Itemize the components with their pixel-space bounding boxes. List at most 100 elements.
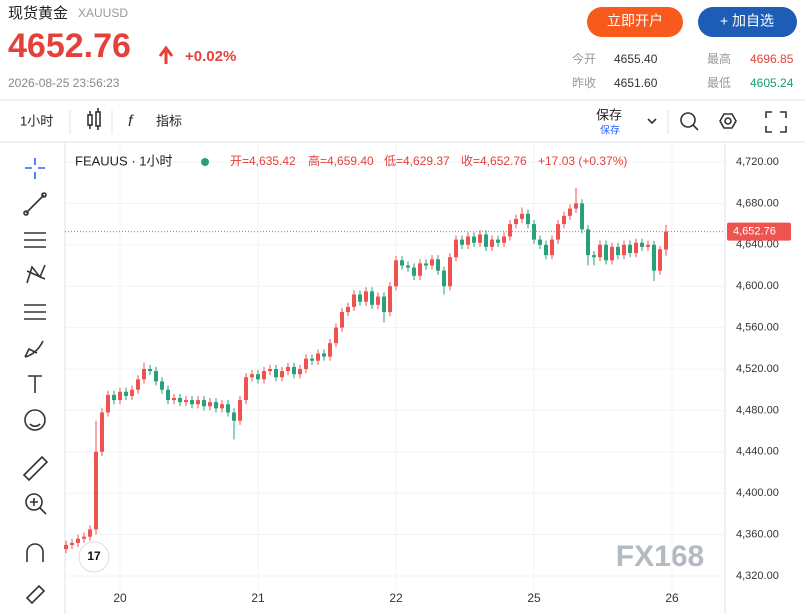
candle-body [82,536,86,539]
fullscreen-icon[interactable] [765,111,787,133]
open-account-label[interactable]: 立即开户 [607,13,663,29]
candle-body [298,369,302,375]
candle-body [136,379,140,390]
candle-body [442,270,446,287]
candle-body [118,391,122,401]
candle-body [244,377,248,401]
candle-body [328,343,332,357]
stat-value: 4696.85 [750,52,794,66]
ohlc-readout: 高=4,659.40 [308,153,374,168]
candle-body [544,244,548,256]
candle-body [514,218,518,225]
candle-body [352,294,356,307]
candle-body [496,239,500,243]
chevron[interactable] [647,118,657,125]
x-tick-label: 22 [389,591,403,605]
up-arrow [158,45,174,64]
candle-body [448,257,452,287]
candle-body [430,259,434,266]
candle-body [130,389,134,396]
candle-body [346,306,350,313]
candle-body [220,404,224,409]
candle-body [646,244,650,247]
candle-body [310,358,314,361]
ohlc-readout: 低=4,629.37 [384,154,450,168]
drawing-tools[interactable] [22,158,49,605]
save-sub: 保存 [600,124,620,137]
candle-body [256,374,260,380]
candle-body [490,239,494,247]
y-tick-label: 4,640.00 [736,239,779,251]
fx-icon[interactable]: f [128,113,134,130]
candle-body [274,369,278,378]
candle-body [148,369,152,372]
candle-body [142,369,146,380]
interval[interactable]: 1小时 [20,113,53,128]
candle-body [508,224,512,237]
candle-body [652,244,656,271]
candle-body [592,255,596,258]
candle-body [460,239,464,245]
chart-title: FEAUUS · 1小时 [75,153,173,168]
y-tick-label: 4,320.00 [736,570,779,582]
candle-body [76,538,80,543]
open-account-button[interactable] [587,7,683,37]
candle-body [640,242,644,247]
candle-body [568,208,572,216]
y-tick-label: 4,600.00 [736,280,779,292]
change: +0.02% [185,48,236,65]
symbol: XAUUSD [78,6,128,20]
candle-body [286,366,290,372]
chart-style-icon[interactable] [87,108,101,130]
candle-body [322,353,326,357]
save[interactable]: 保存 [596,107,622,122]
candle-body [484,234,488,247]
candle-body [634,242,638,254]
stat-label: 昨收 [572,76,596,90]
stat-label: 最高 [707,51,731,66]
ohlc-readout: 收=4,652.76 [461,154,527,168]
candle-body [100,412,104,452]
candle-body [190,400,194,405]
settings-icon[interactable] [719,113,737,129]
tv-logo [78,541,110,573]
ohlc-readout: 开=4,635.42 [230,154,296,168]
candle-body [340,312,344,328]
candle-body [616,246,620,256]
y-tick-label: 4,360.00 [736,529,779,541]
candle-body [406,265,410,268]
candle-body [214,402,218,409]
alert-icon[interactable] [680,112,699,131]
x-tick-label: 25 [527,591,541,605]
candle-body [208,402,212,407]
candle-body [112,394,116,401]
y-tick-label: 4,720.00 [736,156,779,168]
candle-body [178,397,182,403]
candle-body [574,203,578,209]
y-tick-label: 4,520.00 [736,363,779,375]
y-tick-label: 4,400.00 [736,487,779,499]
x-tick-label: 21 [251,591,265,605]
candle-body [424,263,428,266]
candle-body [70,542,74,545]
candle-body [400,260,404,266]
candle-body [526,213,530,225]
candle-body [238,400,242,421]
candle-body [64,544,68,550]
tv-logo-mark: 17 [87,549,101,563]
candle-body [502,236,506,243]
candle-body [604,244,608,261]
add-watch-button[interactable] [698,7,797,37]
candle-body [262,371,266,380]
stat-label: 今开 [572,51,596,66]
stat-label: 最低 [707,76,731,90]
candle-body [412,267,416,276]
indicators[interactable]: 指标 [156,113,182,128]
candle-body [664,231,668,250]
candle-body [658,249,662,271]
candle-body [250,374,254,378]
stat-value: 4651.60 [614,76,658,90]
add-watch-label[interactable]: + 加自选 [720,13,774,29]
